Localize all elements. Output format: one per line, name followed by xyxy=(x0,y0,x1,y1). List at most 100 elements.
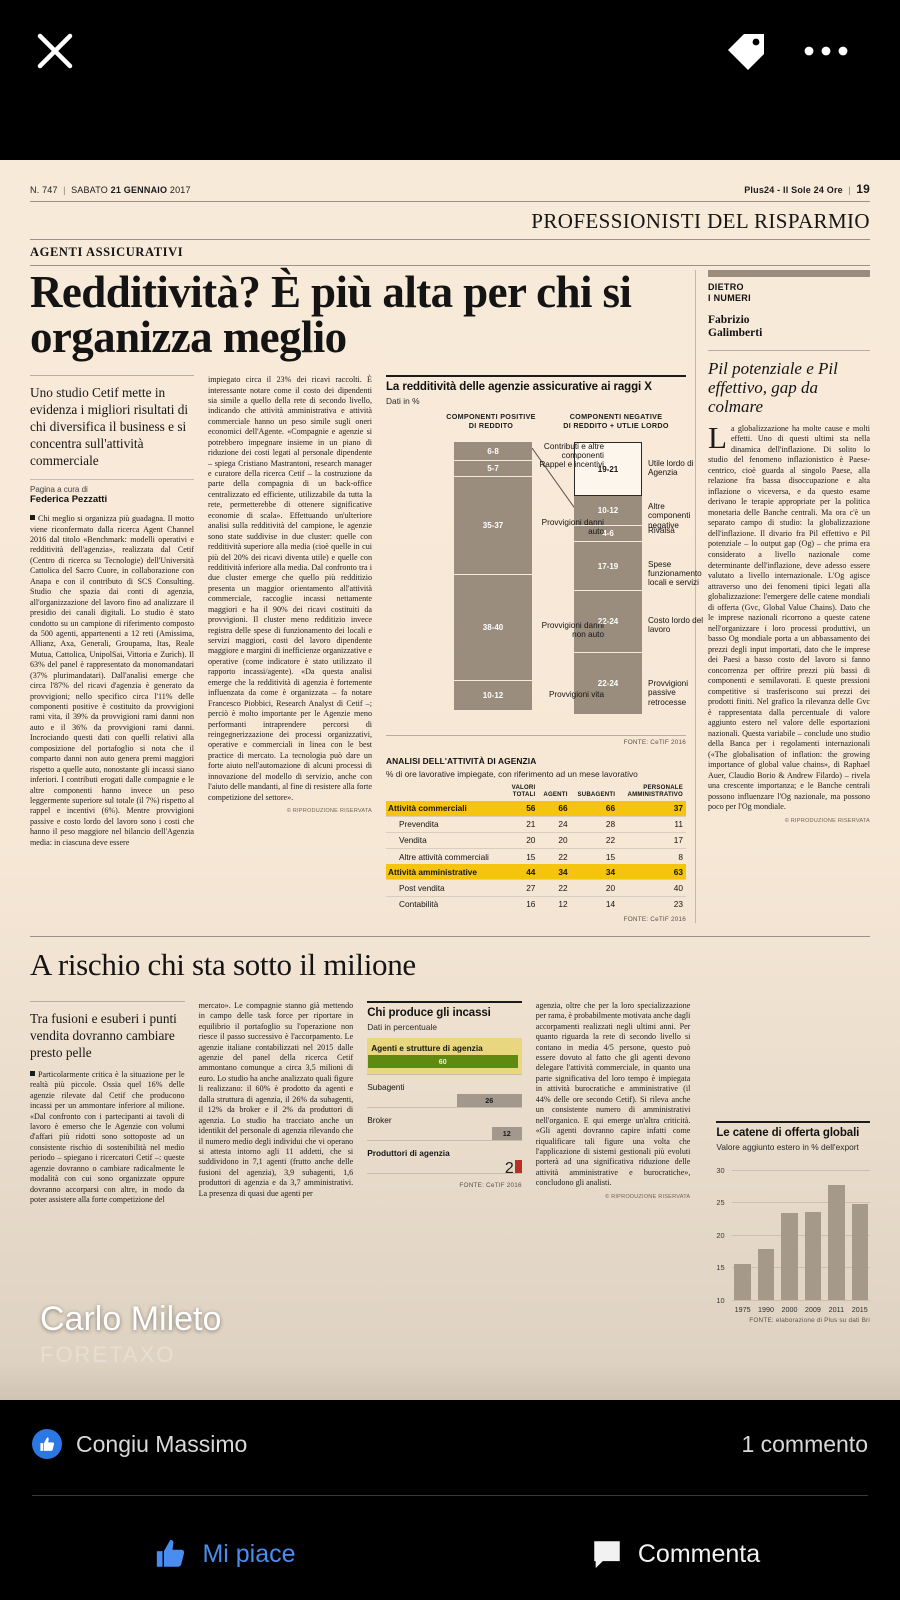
figure-chi-produce-title: Chi produce gli incassi xyxy=(367,1006,491,1019)
section-title: PROFESSIONISTI DEL RISPARMIO xyxy=(531,209,870,233)
thumbs-up-badge-icon xyxy=(32,1429,62,1459)
masthead-divider xyxy=(30,201,870,202)
gridline xyxy=(732,1234,871,1236)
figure-chi-produce-source: FONTE: CeTIF 2016 xyxy=(459,1181,522,1189)
article-deck: Uno studio Cetif mette in evidenza i mig… xyxy=(30,375,194,469)
segment-label-negative-3: Spese funzionamento locali e servizi xyxy=(648,559,702,588)
sidebar-body-text: a globalizzazione ha molte cause e molti… xyxy=(708,423,870,812)
bar-value: 60 xyxy=(438,1056,447,1066)
segment-value: 35-37 xyxy=(482,521,504,531)
like-summary-row[interactable]: Congiu Massimo 1 commento xyxy=(0,1400,900,1488)
bar-value: 12 xyxy=(502,1128,511,1138)
bottom-divider xyxy=(32,1495,868,1496)
table-row: Vendita 20 20 22 17 xyxy=(386,831,686,849)
bar-track: 12 xyxy=(367,1126,522,1140)
bar xyxy=(734,1264,751,1300)
table-row-label: Contabilità xyxy=(386,895,507,912)
table-row: Altre attività commerciali 15 22 15 8 xyxy=(386,848,686,865)
table-cell: 27 xyxy=(506,879,539,897)
like-button[interactable]: Mi piace xyxy=(0,1508,450,1600)
y-tick-label: 10 xyxy=(716,1295,725,1305)
bar: 26 xyxy=(456,1093,522,1107)
article-column-1-text: Chi meglio si organizza più guadagna. Il… xyxy=(30,514,194,847)
byline-label: Pagina a cura di xyxy=(30,479,194,494)
y-tick-label: 30 xyxy=(716,1165,725,1175)
article-column-4: mercato». Le compagnie stanno già metten… xyxy=(198,1000,354,1198)
segment-positive-3: 38-40 xyxy=(454,575,532,682)
section-divider xyxy=(30,239,870,240)
table-cell: 66 xyxy=(538,800,571,817)
comment-count[interactable]: 1 commento xyxy=(741,1430,868,1457)
x-tick-label: 1975 xyxy=(734,1304,751,1314)
table-cell: 15 xyxy=(570,848,619,865)
sidebar-author-first: Fabrizio xyxy=(708,313,750,326)
liker-name: Congiu Massimo xyxy=(76,1430,248,1457)
figure-analisi-attivita: ANALISI DELL'ATTIVITÀ DI AGENZIA % di or… xyxy=(386,746,686,923)
table-cell: 17 xyxy=(618,831,686,849)
figure-catene-plot: 10 15 20 25 30 1975 1990 2000 2009 2011 2015 xyxy=(716,1164,871,1314)
table-col-head-1: VALORI TOTALI xyxy=(511,784,536,798)
segment-value: 10-12 xyxy=(482,691,504,701)
x-tick-label: 2011 xyxy=(828,1304,845,1314)
figure-analisi-subtitle: % di ore lavorative impiegate, con rifer… xyxy=(386,769,638,780)
close-icon[interactable] xyxy=(32,28,78,74)
newspaper-page-image[interactable]: N. 747 | SABATO 21 GENNAIO 2017 Plus24 -… xyxy=(0,160,900,1400)
sidebar-author: Fabrizio Galimberti xyxy=(708,314,870,341)
tag-icon[interactable] xyxy=(722,28,770,76)
bullet-square-icon xyxy=(30,515,35,521)
bar-track: 2 xyxy=(367,1159,522,1177)
segment-value: 6-8 xyxy=(487,446,499,456)
table-cell: 21 xyxy=(506,815,539,833)
byline-name: Federica Pezzatti xyxy=(30,494,108,506)
segment-negative-2: 4-6 xyxy=(574,526,642,543)
table-row-label: Attività amministrative xyxy=(386,864,507,880)
issue-year: 2017 xyxy=(169,185,191,195)
x-tick-label: 2015 xyxy=(851,1304,868,1314)
figure-redditivita-title: La redditività delle agenzie assicurativ… xyxy=(386,381,652,394)
table-cell: 20 xyxy=(538,831,571,849)
analisi-table: VALORI TOTALI AGENTI SUBAGENTI PERSONALE AMMI… xyxy=(386,784,686,912)
x-tick-label: 1990 xyxy=(758,1304,775,1314)
segment-label-negative-1: Altre componenti negative xyxy=(648,502,691,530)
table-cell: 20 xyxy=(570,879,619,897)
sidebar-dietro-i-numeri: DIETRO I NUMERI Fabrizio Galimberti Pil … xyxy=(695,270,870,923)
figure-redditivita: La redditività delle agenzie assicurativ… xyxy=(386,375,703,923)
figure-redditivita-plot: COMPONENTI POSITIVE DI REDDITO COMPONENT… xyxy=(386,412,703,732)
y-tick-label: 25 xyxy=(716,1198,725,1208)
table-header-row: VALORI TOTALI AGENTI SUBAGENTI PERSONALE AMMI… xyxy=(386,784,686,800)
figure-analisi-title: ANALISI DELL'ATTIVITÀ DI AGENZIA xyxy=(386,756,537,767)
bar-row-3: Produttori di agenzia 2 xyxy=(367,1141,522,1177)
table-cell: 28 xyxy=(570,815,619,833)
table-cell: 40 xyxy=(618,879,686,897)
table-cell: 12 xyxy=(538,895,571,912)
y-tick-label: 15 xyxy=(716,1263,725,1273)
comment-button-label: Commenta xyxy=(637,1539,761,1568)
segment-value: 19-21 xyxy=(597,464,619,474)
segment-label-negative-0: Utile lordo di Agenzia xyxy=(648,459,694,478)
bar-track: 60 xyxy=(367,1054,518,1068)
more-options-icon[interactable] xyxy=(800,40,852,62)
table-col-head-2: AGENTI xyxy=(543,790,568,798)
x-tick-label: 2000 xyxy=(781,1304,798,1314)
segment-value: 10-12 xyxy=(597,506,619,516)
figure-catene-offerta: Le catene di offerta globali Valore aggi… xyxy=(704,995,871,1324)
bar-row-divider xyxy=(367,1172,522,1174)
table-cell: 20 xyxy=(506,831,539,849)
article-column-1: Chi meglio si organizza più guadagna. Il… xyxy=(30,514,194,848)
comment-button[interactable]: Commenta xyxy=(450,1508,900,1600)
article-column-5: agenzia, oltre che per la loro specializ… xyxy=(535,1000,691,1188)
table-cell: 56 xyxy=(506,800,539,817)
table-cell: 22 xyxy=(538,879,571,897)
sidebar-headline: Pil potenziale e Pil effettivo, gap da c… xyxy=(708,349,870,416)
table-row: Attività commerciali 56 66 66 37 xyxy=(386,800,686,817)
bar: 12 xyxy=(491,1126,522,1140)
x-tick-label: 2009 xyxy=(804,1304,821,1314)
figure-header-negative: COMPONENTI NEGATIVE DI REDDITO + UTLIE L… xyxy=(563,412,669,431)
sidebar-author-last: Galimberti xyxy=(708,327,763,340)
table-cell: 23 xyxy=(618,895,686,912)
issue-day: SABATO xyxy=(71,185,108,195)
bar-value: 26 xyxy=(485,1095,494,1105)
segment-positive-1: 5-7 xyxy=(454,461,532,478)
segment-negative-0: 19-21 xyxy=(574,442,642,497)
table-cell: 15 xyxy=(506,848,539,865)
